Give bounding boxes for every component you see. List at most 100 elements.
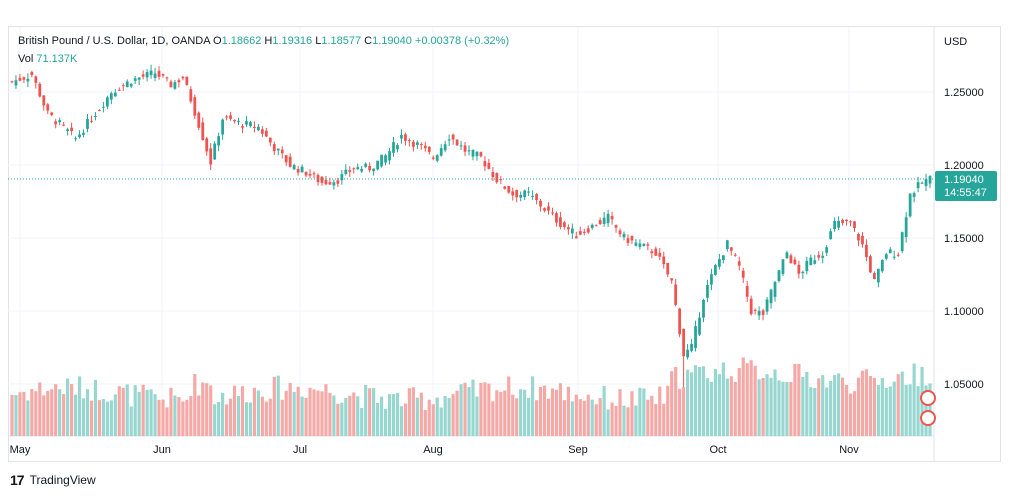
volume-bar [117,386,121,436]
y-tick-label: 1.25000 [944,87,984,99]
volume-bar [896,374,900,436]
candle-body [507,186,511,193]
volume-label[interactable]: Vol [18,53,34,65]
candle-body [523,190,527,198]
volume-bar [169,387,173,436]
volume-bar [829,381,833,436]
candle-body [451,134,455,140]
volume-bar [205,383,209,436]
volume-bar [225,404,229,436]
candle-body [582,231,586,233]
volume-bar [105,401,109,436]
volume-bar [185,399,189,436]
candle-body [813,260,817,264]
open-value: 1.18662 [221,35,262,47]
volume-bar [352,392,356,436]
candle-body [415,142,419,145]
candle-body [924,179,928,186]
volume-bar [197,395,201,436]
candle-body [404,134,407,141]
volume-bar [173,395,177,436]
volume-bar [435,397,439,436]
volume-bar [805,371,809,436]
candle-body [773,281,777,297]
volume-bar [781,381,785,436]
candle-body [865,244,868,258]
candle-body [201,122,205,141]
candle-body [563,222,566,228]
volume-bar [89,400,94,436]
candle-body [793,259,797,265]
volume-bar [582,400,586,436]
volume-bar [622,405,626,436]
volume-bar [300,396,304,436]
volume-bar [837,373,841,436]
volume-bar [777,380,781,436]
candle-body [590,224,594,229]
volume-bar [531,376,535,436]
tradingview-logo-icon[interactable]: 17 [10,472,25,488]
candle-body [551,212,554,214]
volume-bar [213,404,217,436]
candle-body [531,195,534,197]
candle-body [320,176,324,183]
tradingview-brand[interactable]: TradingView [29,473,96,487]
candle-body [487,162,491,169]
volume-bar [113,394,117,436]
candle-body [431,157,435,159]
volume-bar [451,394,455,436]
candle-body [380,154,383,167]
candle-body [26,78,30,82]
volume-bar [741,357,745,436]
candle-body [614,225,618,228]
volume-bar [757,379,761,436]
symbol-title[interactable]: British Pound / U.S. Dollar, 1D, OANDA [18,35,210,47]
candle-body [300,166,304,173]
candle-body [861,235,864,245]
volume-bar [312,389,316,436]
candle-body [280,149,284,154]
volume-bar [244,402,249,436]
candle-body [765,299,769,312]
candle-body [741,270,745,278]
candle-body [70,127,73,131]
candle-body [352,168,356,170]
ohlc-legend: British Pound / U.S. Dollar, 1D, OANDA O… [18,35,509,47]
candle-body [908,193,912,217]
candle-body [515,190,519,198]
candle-body [86,119,89,129]
candle-body [10,81,14,83]
volume-bar [268,398,272,436]
candle-body [499,179,503,181]
candle-body [400,135,403,139]
volume-bar [864,369,869,436]
volume-bar [701,366,706,436]
volume-bar [228,398,233,436]
candle-body [14,80,18,86]
volume-bar [542,385,547,436]
volume-bar [125,384,129,436]
candle-body [594,225,598,227]
volume-bar [574,394,578,436]
candle-body [710,274,713,285]
volume-bar [749,360,753,436]
volume-bar [81,398,86,436]
candle-body [789,255,793,264]
candle-body [463,145,467,152]
candle-body [46,104,50,111]
volume-bar [443,395,447,436]
x-tick-label: May [10,444,31,456]
volume-bar [252,387,256,436]
y-tick-label: 1.05000 [944,379,984,391]
volume-bar [689,372,694,436]
candle-body [288,156,292,167]
candle-body [785,252,789,259]
high-label: H [264,35,273,47]
volume-bar [260,396,264,436]
candle-body [670,278,674,281]
volume-bar [904,384,908,436]
candle-body [610,215,614,220]
y-axis-unit: USD [944,36,967,48]
volume-bar [761,378,765,436]
